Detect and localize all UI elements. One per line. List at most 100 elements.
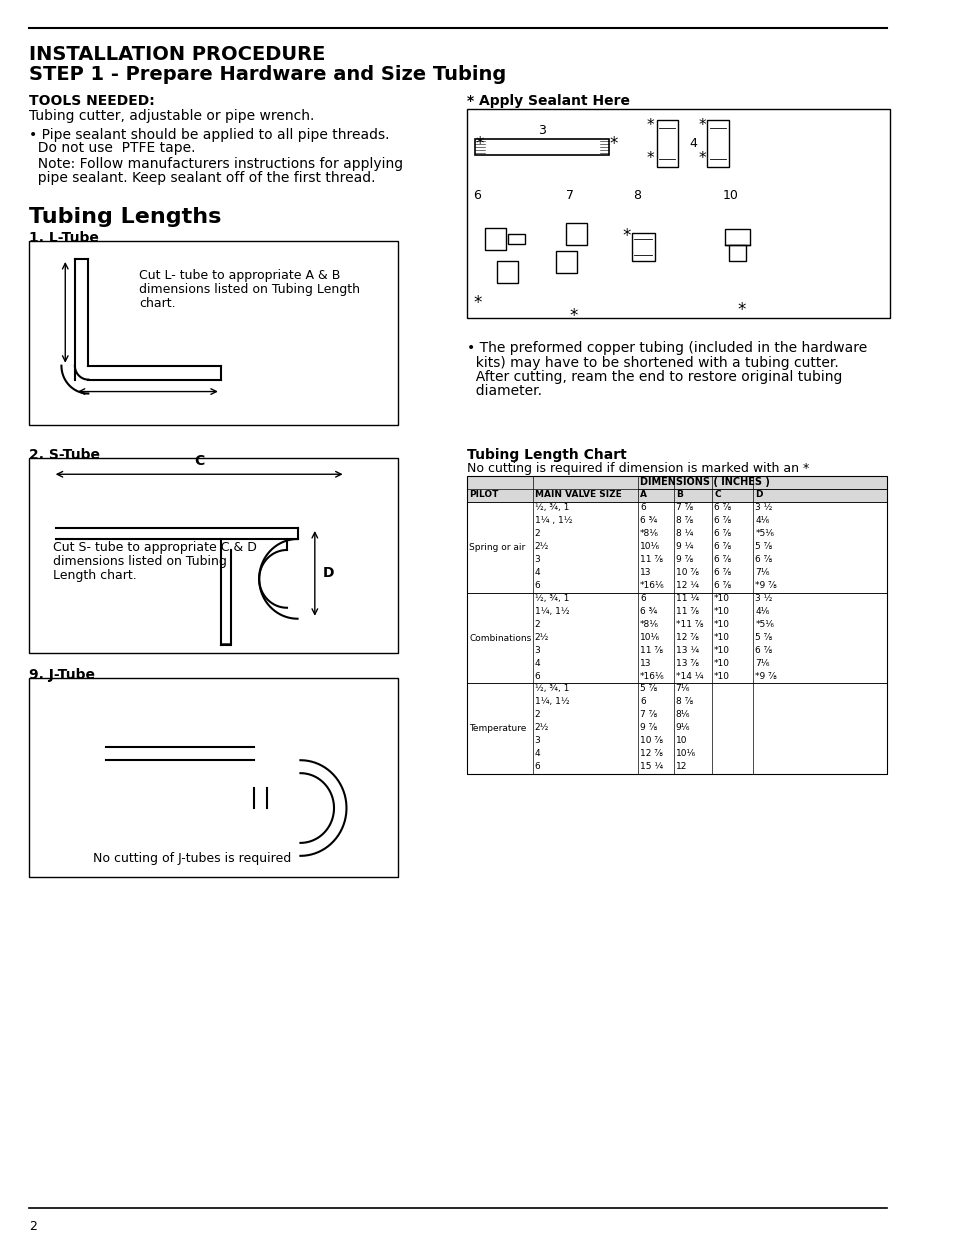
- Text: 2: 2: [29, 1219, 36, 1233]
- Bar: [507, 235, 524, 245]
- Text: chart.: chart.: [139, 296, 175, 310]
- Bar: [467, 503, 886, 593]
- Text: PILOT: PILOT: [469, 490, 498, 499]
- Text: Cut L- tube to appropriate A & B: Cut L- tube to appropriate A & B: [139, 269, 340, 282]
- Bar: [467, 657, 886, 671]
- Text: dimensions listed on Tubing Length: dimensions listed on Tubing Length: [139, 283, 360, 296]
- Bar: [467, 541, 886, 555]
- Text: 10 ⅞: 10 ⅞: [639, 736, 662, 745]
- Bar: [467, 580, 886, 593]
- Text: 8: 8: [633, 189, 640, 203]
- Text: *: *: [737, 301, 744, 319]
- Text: 2: 2: [534, 529, 539, 538]
- Text: Spring or air: Spring or air: [469, 543, 525, 552]
- Bar: [29, 241, 398, 425]
- Text: Temperature: Temperature: [469, 724, 526, 734]
- Text: 6 ⅞: 6 ⅞: [714, 516, 731, 525]
- Bar: [475, 140, 609, 156]
- Text: INSTALLATION PROCEDURE: INSTALLATION PROCEDURE: [29, 44, 325, 64]
- Bar: [467, 555, 886, 567]
- Bar: [467, 761, 886, 774]
- Text: *9 ⅞: *9 ⅞: [755, 672, 777, 680]
- Text: pipe sealant. Keep sealant off of the first thread.: pipe sealant. Keep sealant off of the fi…: [29, 172, 375, 185]
- Bar: [467, 683, 886, 774]
- Bar: [566, 224, 587, 245]
- Text: 2. S-Tube: 2. S-Tube: [29, 448, 100, 462]
- Text: 11 ⅞: 11 ⅞: [639, 555, 662, 564]
- Text: 6 ⅞: 6 ⅞: [714, 542, 731, 551]
- Text: 8¹⁄₆: 8¹⁄₆: [675, 710, 689, 719]
- Bar: [467, 503, 886, 515]
- Text: *10: *10: [714, 658, 729, 668]
- Text: 6: 6: [534, 580, 539, 590]
- Text: *: *: [646, 152, 654, 167]
- Text: 10: 10: [722, 189, 738, 203]
- Bar: [467, 645, 886, 657]
- Bar: [556, 251, 577, 273]
- Text: 11 ⅞: 11 ⅞: [639, 646, 662, 655]
- Bar: [707, 120, 728, 168]
- Text: *10: *10: [714, 672, 729, 680]
- Text: *10: *10: [714, 620, 729, 629]
- Text: 6: 6: [639, 503, 645, 513]
- Text: No cutting is required if dimension is marked with an *: No cutting is required if dimension is m…: [467, 462, 809, 475]
- Text: 7 ⅞: 7 ⅞: [675, 503, 692, 513]
- Text: *5¹⁄₆: *5¹⁄₆: [755, 529, 774, 538]
- Bar: [467, 477, 886, 774]
- Text: 7¹⁄₆: 7¹⁄₆: [755, 658, 769, 668]
- Text: ½, ¾, 1: ½, ¾, 1: [534, 594, 568, 603]
- Text: *11 ⅞: *11 ⅞: [675, 620, 702, 629]
- Text: 3 ½: 3 ½: [755, 594, 772, 603]
- Text: Length chart.: Length chart.: [52, 569, 136, 582]
- Text: *: *: [646, 117, 654, 132]
- Text: 5 ⅞: 5 ⅞: [755, 542, 772, 551]
- Text: 9. J-Tube: 9. J-Tube: [29, 668, 94, 682]
- Text: 9 ¼: 9 ¼: [675, 542, 693, 551]
- Text: *10: *10: [714, 606, 729, 616]
- Bar: [484, 228, 505, 249]
- Bar: [29, 678, 398, 877]
- Text: 3: 3: [534, 646, 539, 655]
- Text: 10¹⁄₆: 10¹⁄₆: [639, 542, 659, 551]
- Text: Tubing Length Chart: Tubing Length Chart: [467, 448, 626, 462]
- Text: 2½: 2½: [534, 724, 548, 732]
- Text: 10 ⅞: 10 ⅞: [675, 568, 698, 577]
- Bar: [631, 233, 654, 261]
- Text: 11 ¼: 11 ¼: [675, 594, 699, 603]
- Bar: [724, 230, 749, 245]
- Text: *16¹⁄₆: *16¹⁄₆: [639, 580, 664, 590]
- Text: 4: 4: [534, 658, 539, 668]
- Bar: [467, 683, 886, 697]
- Text: No cutting of J-tubes is required: No cutting of J-tubes is required: [92, 852, 291, 864]
- Text: *9 ⅞: *9 ⅞: [755, 580, 777, 590]
- Text: 7¹⁄₆: 7¹⁄₆: [755, 568, 769, 577]
- Text: DIMENSIONS ( INCHES ): DIMENSIONS ( INCHES ): [639, 477, 769, 488]
- Text: D: D: [322, 567, 334, 580]
- Text: *14 ¼: *14 ¼: [675, 672, 702, 680]
- Text: 1¼, 1½: 1¼, 1½: [534, 606, 569, 616]
- Text: 6: 6: [639, 698, 645, 706]
- Bar: [467, 619, 886, 631]
- Text: 3: 3: [534, 736, 539, 745]
- Text: 6 ⅞: 6 ⅞: [714, 503, 731, 513]
- Text: 13: 13: [639, 658, 651, 668]
- Text: 12: 12: [675, 762, 686, 771]
- Text: *8¹⁄₆: *8¹⁄₆: [639, 620, 659, 629]
- Text: 10: 10: [675, 736, 686, 745]
- Bar: [467, 109, 889, 317]
- Text: 10¹⁄₆: 10¹⁄₆: [675, 750, 696, 758]
- Text: C: C: [193, 454, 204, 468]
- Text: 4: 4: [534, 750, 539, 758]
- Text: 6 ⅞: 6 ⅞: [714, 529, 731, 538]
- Text: 8 ⅞: 8 ⅞: [675, 698, 692, 706]
- Text: ½, ¾, 1: ½, ¾, 1: [534, 503, 568, 513]
- Text: C: C: [714, 490, 720, 499]
- Bar: [467, 697, 886, 709]
- Text: 3 ½: 3 ½: [755, 503, 772, 513]
- Text: Do not use  PTFE tape.: Do not use PTFE tape.: [29, 142, 195, 156]
- Text: 8 ¼: 8 ¼: [675, 529, 693, 538]
- Bar: [29, 458, 398, 652]
- Text: dimensions listed on Tubing: dimensions listed on Tubing: [52, 555, 227, 568]
- Bar: [467, 631, 886, 645]
- Text: 6 ⅞: 6 ⅞: [755, 646, 772, 655]
